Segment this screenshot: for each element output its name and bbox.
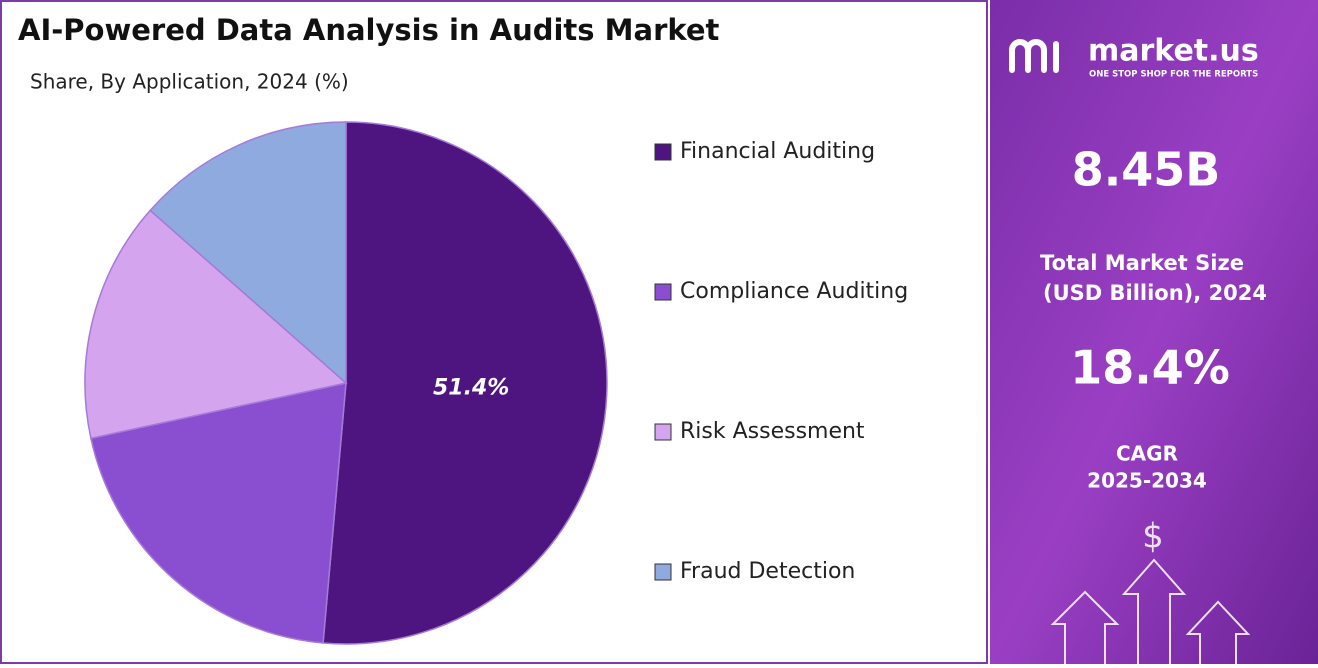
market-size-label: Total Market Size — [1040, 251, 1244, 275]
svg-text:$: $ — [1142, 517, 1164, 557]
legend-swatch — [654, 423, 672, 441]
market-size-label: (USD Billion), 2024 — [1043, 281, 1267, 305]
legend-label: Compliance Auditing — [680, 279, 908, 304]
side-panel — [990, 0, 1318, 664]
legend-label: Fraud Detection — [680, 559, 855, 584]
chart-subtitle: Share, By Application, 2024 (%) — [30, 70, 349, 94]
cagr-label: CAGR — [1116, 442, 1178, 466]
pie-slice — [149, 121, 347, 385]
legend: Financial Auditing Compliance Auditing Ris… — [654, 139, 908, 584]
logo — [1009, 39, 1059, 73]
cagr: 18.4% — [1070, 341, 1230, 395]
legend-swatch — [654, 563, 672, 581]
tagline: ONE STOP SHOP FOR THE REPORTS — [1089, 70, 1258, 80]
legend-label: Risk Assessment — [680, 419, 865, 444]
market-size: 8.45B — [1072, 143, 1221, 197]
pie: 51.4% — [84, 121, 608, 645]
data-label: 51.4% — [433, 376, 509, 401]
cagr-label: 2025-2034 — [1087, 469, 1207, 493]
legend-swatch — [654, 143, 672, 161]
brand: market.us — [1088, 34, 1259, 69]
legend-swatch — [654, 283, 672, 301]
pie-slice — [84, 209, 348, 440]
pie-slice — [322, 121, 608, 645]
arrows-decoration: $ — [1050, 517, 1251, 664]
logo-mark — [1009, 39, 1059, 73]
chart-title: AI-Powered Data Analysis in Audits Marke… — [18, 13, 720, 47]
pie-slice — [90, 382, 347, 644]
legend-label: Financial Auditing — [680, 139, 875, 164]
